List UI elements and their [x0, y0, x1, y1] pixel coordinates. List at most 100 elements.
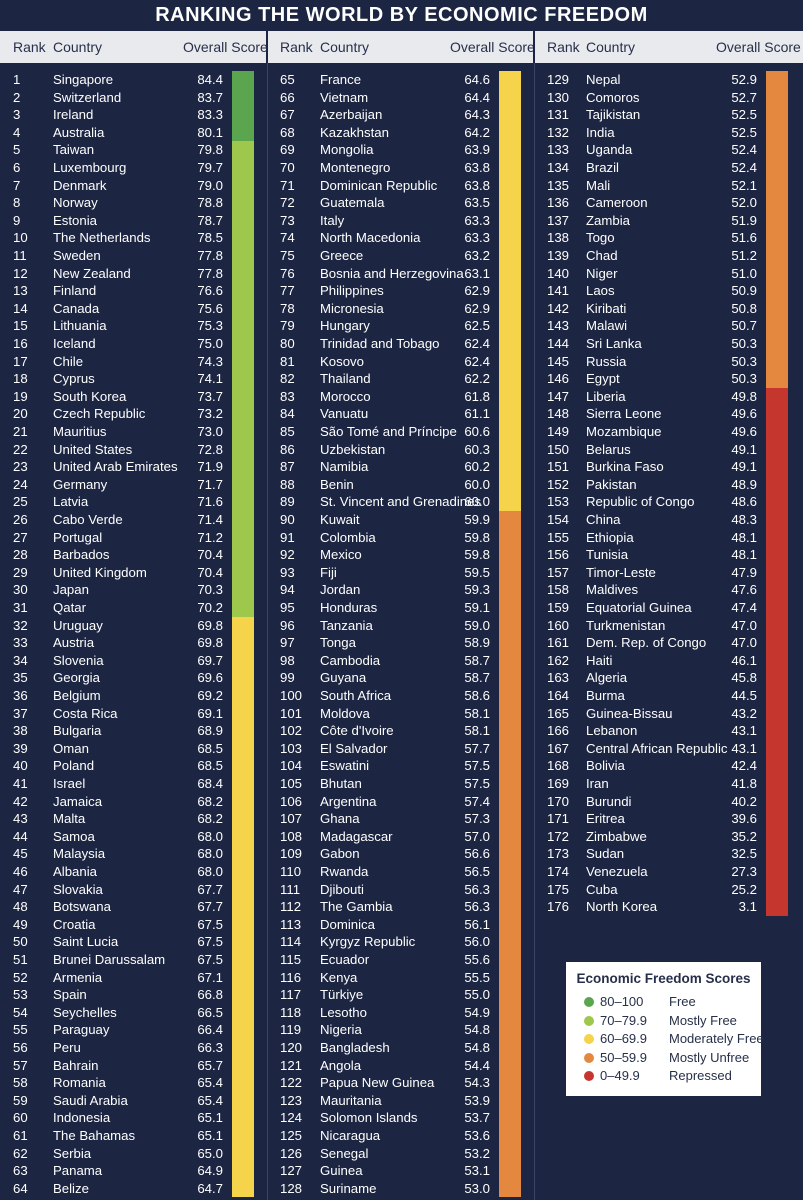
rank-cell: 119	[280, 1022, 302, 1038]
country-cell: South Korea	[53, 388, 127, 404]
table-row: 125 Nicaragua 53.6	[267, 1127, 533, 1145]
table-row: 77 Philippines 62.9	[267, 282, 533, 300]
rank-cell: 78	[280, 300, 295, 316]
rank-cell: 16	[13, 336, 28, 351]
country-cell: Uruguay	[53, 617, 103, 633]
country-cell: Russia	[586, 353, 627, 369]
score-cell: 71.2	[197, 529, 223, 545]
table-row: 36 Belgium 69.2	[0, 687, 266, 705]
country-cell: Japan	[53, 582, 89, 598]
rank-cell: 150	[547, 441, 570, 457]
table-row: 157 Timor-Leste 47.9	[534, 564, 800, 582]
category-bar-repressed	[766, 387, 788, 916]
table-row: 64 Belize 64.7	[0, 1180, 266, 1198]
score-cell: 68.4	[197, 776, 223, 791]
country-cell: Paraguay	[53, 1022, 110, 1038]
score-cell: 60.6	[464, 424, 490, 439]
country-cell: Norway	[53, 195, 98, 211]
table-row: 47 Slovakia 67.7	[0, 881, 266, 899]
country-cell: Belize	[53, 1180, 89, 1196]
table-row: 35 Georgia 69.6	[0, 669, 266, 687]
rank-cell: 56	[13, 1040, 28, 1055]
table-row: 106 Argentina 57.4	[267, 793, 533, 811]
score-cell: 62.9	[464, 300, 490, 316]
score-cell: 41.8	[731, 776, 757, 791]
score-cell: 65.4	[197, 1092, 223, 1108]
rank-cell: 10	[13, 230, 28, 246]
score-cell: 59.9	[464, 512, 490, 527]
score-cell: 42.4	[731, 758, 757, 774]
score-cell: 68.2	[197, 811, 223, 827]
score-cell: 54.8	[464, 1022, 490, 1038]
country-cell: Denmark	[53, 177, 107, 193]
score-cell: 54.9	[464, 1004, 490, 1020]
country-cell: Angola	[320, 1057, 362, 1073]
score-header-3: Overall Score	[716, 39, 801, 55]
country-cell: Philippines	[320, 283, 384, 299]
rank-cell: 60	[13, 1110, 28, 1126]
rank-cell: 34	[13, 652, 28, 668]
rank-cell: 160	[547, 617, 570, 633]
table-row: 72 Guatemala 63.5	[267, 194, 533, 212]
score-cell: 64.2	[464, 124, 490, 140]
category-bar-mostly-free	[232, 141, 254, 617]
score-cell: 75.6	[197, 300, 223, 316]
country-cell: Tajikistan	[586, 107, 641, 123]
score-cell: 49.1	[731, 459, 757, 475]
country-cell: Tonga	[320, 635, 356, 651]
score-cell: 43.2	[731, 705, 757, 721]
score-cell: 68.5	[197, 740, 223, 756]
rank-cell: 93	[280, 564, 295, 580]
rank-cell: 121	[280, 1057, 303, 1073]
score-cell: 78.5	[197, 230, 223, 246]
country-cell: Jordan	[320, 582, 361, 598]
rank-cell: 1	[13, 72, 21, 87]
country-cell: North Macedonia	[320, 230, 421, 246]
country-cell: Suriname	[320, 1180, 377, 1196]
country-cell: Venezuela	[586, 864, 648, 879]
rank-cell: 88	[280, 476, 295, 492]
table-row: 150 Belarus 49.1	[534, 441, 800, 459]
header-divider	[533, 31, 535, 63]
table-row: 91 Colombia 59.8	[267, 529, 533, 547]
country-cell: The Netherlands	[53, 230, 151, 246]
table-row: 71 Dominican Republic 63.8	[267, 177, 533, 195]
rank-cell: 89	[280, 494, 295, 510]
table-row: 62 Serbia 65.0	[0, 1145, 266, 1163]
rank-cell: 87	[280, 459, 295, 475]
table-row: 37 Costa Rica 69.1	[0, 705, 266, 723]
country-cell: Azerbaijan	[320, 107, 383, 123]
table-row: 123 Mauritania 53.9	[267, 1092, 533, 1110]
table-row: 66 Vietnam 64.4	[267, 89, 533, 107]
table-row: 51 Brunei Darussalam 67.5	[0, 951, 266, 969]
score-cell: 67.5	[197, 916, 223, 932]
table-row: 61 The Bahamas 65.1	[0, 1127, 266, 1145]
rank-cell: 4	[13, 124, 21, 140]
score-cell: 65.0	[197, 1145, 223, 1161]
rank-cell: 3	[13, 107, 21, 123]
table-row: 140 Niger 51.0	[534, 265, 800, 283]
score-cell: 59.3	[464, 582, 490, 598]
table-row: 50 Saint Lucia 67.5	[0, 933, 266, 951]
country-cell: Qatar	[53, 600, 86, 615]
table-row: 65 France 64.6	[267, 71, 533, 89]
legend-dot-icon	[584, 1071, 594, 1081]
rank-cell: 154	[547, 512, 570, 527]
country-cell: Burundi	[586, 793, 632, 809]
table-row: 78 Micronesia 62.9	[267, 300, 533, 318]
country-cell: Equatorial Guinea	[586, 600, 692, 615]
table-row: 138 Togo 51.6	[534, 229, 800, 247]
table-row: 85 São Tomé and Príncipe 60.6	[267, 423, 533, 441]
country-cell: Slovenia	[53, 652, 104, 668]
score-header-2: Overall Score	[450, 39, 535, 55]
table-row: 19 South Korea 73.7	[0, 388, 266, 406]
country-cell: Sudan	[586, 846, 625, 862]
table-row: 108 Madagascar 57.0	[267, 828, 533, 846]
score-cell: 53.1	[464, 1163, 490, 1179]
category-bar-moderately-free	[232, 616, 254, 1198]
rank-cell: 107	[280, 811, 303, 827]
score-cell: 56.3	[464, 899, 490, 915]
country-cell: Mali	[586, 177, 611, 193]
table-row: 45 Malaysia 68.0	[0, 845, 266, 863]
score-cell: 83.3	[197, 107, 223, 123]
